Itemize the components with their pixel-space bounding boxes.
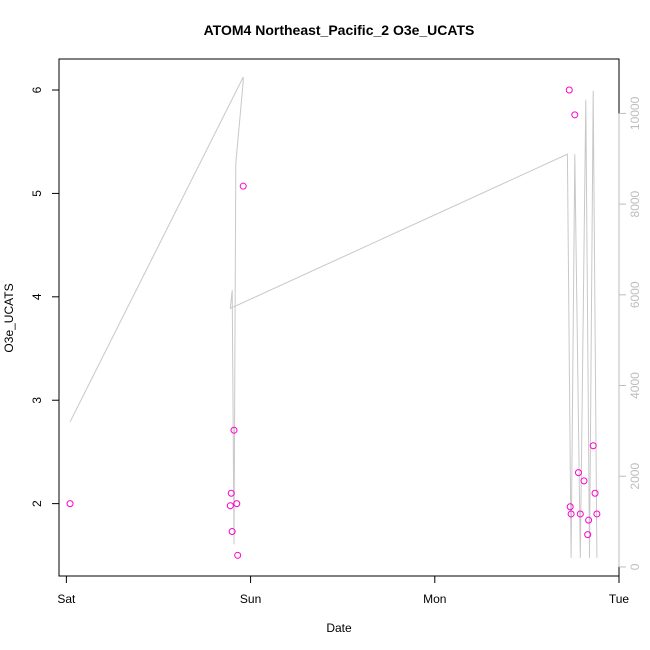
data-point [591, 489, 599, 497]
data-point [584, 531, 592, 539]
y-axis-label: O3e_UCATS [2, 283, 16, 352]
x-tick-label: Sat [57, 592, 76, 606]
data-point [567, 510, 575, 518]
data-point [228, 528, 236, 536]
series-line [69, 76, 598, 558]
data-point [566, 503, 574, 511]
data-point [234, 551, 242, 559]
right-y-tick-label: 2000 [628, 463, 642, 490]
y-tick-label: 6 [30, 86, 44, 93]
y-axis: 2 3 4 5 6 [30, 86, 60, 507]
data-point [230, 426, 238, 434]
y-tick-label: 2 [30, 500, 44, 507]
line-series [69, 76, 598, 558]
data-point [585, 516, 593, 524]
data-point [576, 510, 584, 518]
data-point [239, 182, 247, 190]
y-tick-label: 4 [30, 293, 44, 300]
data-point [66, 500, 74, 508]
data-point [565, 86, 573, 94]
plot-area [58, 58, 620, 577]
right-y-axis: 0 2000 4000 6000 8000 10000 [618, 96, 642, 570]
right-y-tick-label: 8000 [628, 190, 642, 217]
data-point [571, 111, 579, 119]
right-y-tick-label: 6000 [628, 281, 642, 308]
scatter-series [66, 86, 601, 559]
x-tick-label: Sun [240, 592, 261, 606]
x-axis: Sat Sun Mon Tue [57, 575, 630, 606]
data-point [227, 489, 235, 497]
x-tick-label: Mon [423, 592, 446, 606]
data-point [580, 477, 588, 485]
right-y-tick-label: 0 [628, 563, 642, 570]
y-tick-label: 3 [30, 397, 44, 404]
chart-title: ATOM4 Northeast_Pacific_2 O3e_UCATS [204, 22, 475, 38]
right-y-tick-label: 10000 [628, 96, 642, 130]
x-tick-label: Tue [609, 592, 630, 606]
right-y-tick-label: 4000 [628, 372, 642, 399]
data-point [233, 500, 241, 508]
data-point [593, 510, 601, 518]
data-point [226, 502, 234, 510]
data-point [574, 469, 582, 477]
data-point [589, 442, 597, 450]
y-tick-label: 5 [30, 190, 44, 197]
x-axis-label: Date [326, 621, 352, 635]
